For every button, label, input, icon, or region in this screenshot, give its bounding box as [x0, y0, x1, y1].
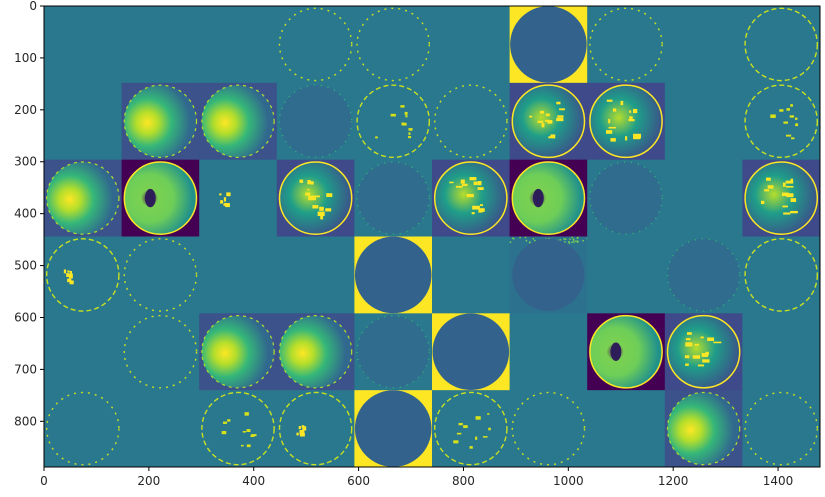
- heatmap-tile-r4-c8: [664, 313, 743, 391]
- heatmap-tile-r2-c8: [664, 159, 743, 237]
- heatmap-tile-r4-c5: [432, 313, 511, 391]
- heatmap-tile-r1-c0: [44, 82, 123, 161]
- x-tick-label: 200: [137, 474, 160, 488]
- y-tick-label: 700: [14, 362, 37, 376]
- heatmap-tile-r0-c3: [276, 6, 355, 84]
- heatmap-tile-r4-c4: [354, 313, 433, 391]
- heatmap-tile-r5-c8: [664, 390, 743, 468]
- heatmap-tile-r1-c4: [354, 82, 433, 161]
- y-tick-label: 500: [14, 259, 37, 273]
- heatmap-tile-r2-c7: [587, 159, 666, 237]
- x-tick-label: 1200: [658, 474, 689, 488]
- y-tick-label: 300: [14, 155, 37, 169]
- heatmap-tile-r4-c0: [44, 313, 123, 391]
- heatmap-tile-r2-c0: [44, 159, 123, 237]
- y-tick-label: 800: [14, 414, 37, 428]
- x-tick-label: 1400: [763, 474, 794, 488]
- heatmap-tile-r2-c4: [354, 159, 433, 237]
- heatmap-tile-r4-c3: [276, 313, 355, 391]
- heatmap-tile-r2-c2: [199, 159, 278, 237]
- heatmap-tile-r1-c8: [664, 82, 743, 161]
- heatmap-tile-r2-c9: [742, 159, 821, 237]
- y-tick-label: 100: [14, 51, 37, 65]
- y-axis-ticks: 0 100 200 300 400 500 600 700 800: [14, 0, 44, 428]
- heatmap-tile-r0-c4: [354, 6, 433, 84]
- heatmap-tile-r1-c6: [509, 82, 588, 161]
- y-tick-label: 600: [14, 310, 37, 324]
- x-axis-ticks: 0 200 400 600 800 1000 1200 1400: [40, 467, 793, 488]
- heatmap-tile-r5-c1: [121, 390, 200, 468]
- x-tick-label: 0: [40, 474, 48, 488]
- heatmap-tile-r3-c7: [587, 236, 666, 314]
- heatmap-tile-r0-c6: [509, 6, 588, 84]
- heatmap-tile-r3-c0: [44, 236, 123, 314]
- heatmap-tile-r0-c7: [587, 6, 666, 84]
- heatmap-tile-r3-c3: [276, 236, 355, 314]
- heatmap-tile-r0-c9: [742, 6, 821, 84]
- y-tick-label: 400: [14, 207, 37, 221]
- heatmap-tile-r1-c3: [276, 82, 355, 161]
- heatmap-tile-r2-c1: [121, 159, 200, 237]
- heatmap-tile-r5-c0: [44, 390, 123, 468]
- y-tick-label: 200: [14, 103, 37, 117]
- x-tick-label: 400: [242, 474, 265, 488]
- heatmap-tile-r4-c6: [509, 313, 588, 391]
- heatmap-tile-r2-c6: [509, 159, 588, 237]
- heatmap-tile-r3-c1: [121, 236, 200, 314]
- heatmap-tile-r4-c7: [587, 313, 666, 391]
- heatmap-tile-r3-c2: [199, 236, 278, 314]
- heatmap-tile-r5-c4: [354, 390, 433, 468]
- heatmap-tile-r0-c5: [432, 6, 511, 84]
- heatmap-tile-r3-c5: [432, 236, 511, 314]
- heatmap-tile-r5-c7: [587, 390, 666, 468]
- heatmap-tile-r2-c5: [432, 159, 511, 237]
- heatmap-tile-r5-c9: [742, 390, 821, 468]
- axes-frame: [43, 5, 821, 468]
- heatmap-tile-r3-c6: [509, 236, 589, 314]
- x-tick-label: 1000: [553, 474, 584, 488]
- x-tick-label: 800: [452, 474, 475, 488]
- heatmap-tile-r1-c5: [432, 82, 511, 161]
- heatmap-tile-r4-c9: [742, 313, 821, 391]
- heatmap-tile-r3-c4: [354, 236, 433, 314]
- heatmap-tile-r5-c3: [276, 390, 355, 468]
- heatmap-tile-r3-c9: [742, 236, 821, 314]
- heatmap-tile-r1-c1: [121, 82, 200, 161]
- heatmap-tile-r1-c9: [742, 82, 821, 161]
- heatmap-tile-r1-c2: [199, 82, 278, 161]
- heatmap-tile-r4-c2: [199, 313, 278, 391]
- heatmap-tile-r5-c2: [199, 390, 278, 468]
- heatmap-tile-r0-c2: [199, 6, 278, 84]
- heatmap-tile-r0-c1: [121, 6, 200, 84]
- heatmap-tile-r3-c8: [664, 236, 743, 314]
- heatmap-tile-r4-c1: [121, 313, 200, 391]
- heatmap-tile-r5-c6: [509, 390, 588, 468]
- heatmap-tile-r0-c8: [664, 6, 743, 84]
- x-tick-label: 600: [347, 474, 370, 488]
- heatmap-tile-r0-c0: [44, 6, 123, 84]
- heatmap-tile-r2-c3: [276, 159, 355, 237]
- heatmap-tile-r5-c5: [432, 390, 511, 468]
- y-tick-label: 0: [29, 0, 37, 13]
- heatmap-tiles: [44, 6, 821, 468]
- heatmap-tile-r1-c7: [587, 82, 666, 161]
